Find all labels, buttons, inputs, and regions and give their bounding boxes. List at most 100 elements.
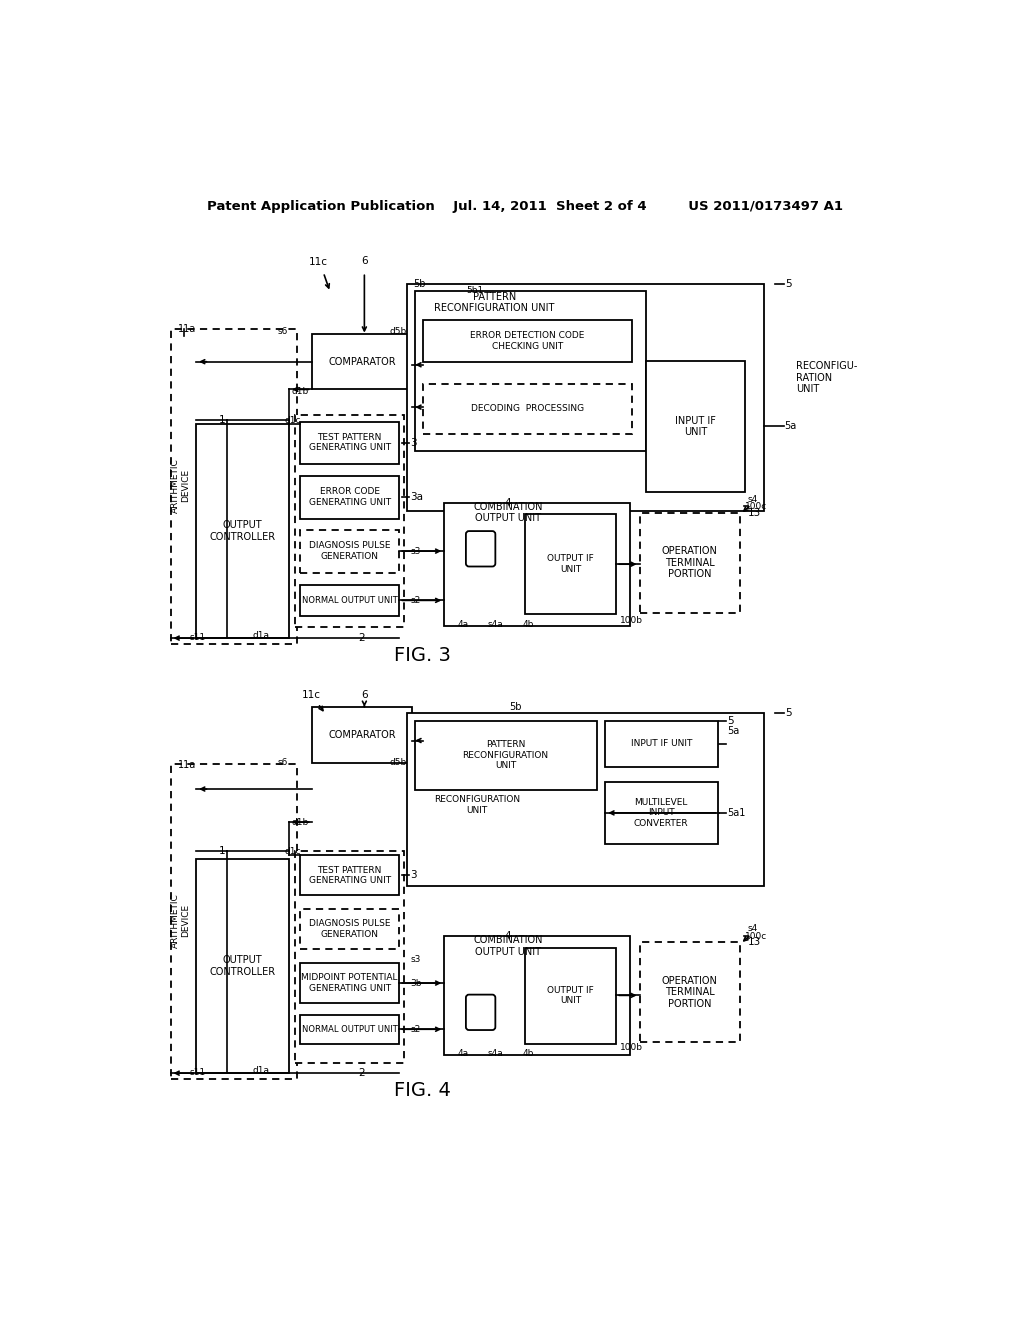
Text: s4a: s4a: [487, 1048, 503, 1057]
Bar: [295, 414, 403, 627]
Text: s11: s11: [189, 632, 206, 642]
Text: 1: 1: [218, 846, 225, 857]
Bar: [300, 477, 399, 519]
Bar: [171, 764, 297, 1078]
Text: FIG. 4: FIG. 4: [394, 1081, 451, 1100]
Text: d1c: d1c: [284, 416, 301, 425]
Text: 6: 6: [361, 690, 368, 700]
Text: COMPARATOR: COMPARATOR: [329, 730, 396, 741]
Text: 3: 3: [410, 870, 417, 880]
Text: COMPARATOR: COMPARATOR: [329, 356, 396, 367]
Text: d1a: d1a: [253, 631, 269, 640]
Text: 11a: 11a: [177, 760, 196, 770]
FancyBboxPatch shape: [466, 995, 496, 1030]
Bar: [605, 781, 718, 843]
Text: ARITHMETIC
DEVICE: ARITHMETIC DEVICE: [171, 894, 190, 948]
Bar: [300, 1015, 399, 1044]
Text: 1: 1: [218, 416, 225, 425]
Text: NORMAL OUTPUT UNIT: NORMAL OUTPUT UNIT: [302, 595, 397, 605]
FancyBboxPatch shape: [466, 531, 496, 566]
Text: 2: 2: [358, 1068, 366, 1078]
Text: 13: 13: [748, 937, 761, 948]
Bar: [311, 708, 413, 763]
Text: 5b: 5b: [414, 279, 426, 289]
Text: TEST PATTERN
GENERATING UNIT: TEST PATTERN GENERATING UNIT: [308, 866, 391, 884]
Text: 5: 5: [727, 715, 734, 726]
Bar: [524, 513, 616, 614]
Text: INPUT IF UNIT: INPUT IF UNIT: [631, 739, 692, 748]
Text: 5a: 5a: [727, 726, 739, 735]
Text: Patent Application Publication    Jul. 14, 2011  Sheet 2 of 4         US 2011/01: Patent Application Publication Jul. 14, …: [207, 199, 843, 213]
Text: 4: 4: [505, 931, 511, 941]
Text: 5: 5: [785, 708, 792, 718]
Text: PATTERN
RECONFIGURATION UNIT: PATTERN RECONFIGURATION UNIT: [434, 292, 555, 313]
Text: DIAGNOSIS PULSE
GENERATION: DIAGNOSIS PULSE GENERATION: [309, 920, 390, 939]
Text: RECONFIGU-
RATION
UNIT: RECONFIGU- RATION UNIT: [796, 362, 857, 395]
Text: PATTERN
RECONFIGURATION
UNIT: PATTERN RECONFIGURATION UNIT: [463, 741, 549, 770]
Text: s3: s3: [410, 954, 421, 964]
Bar: [444, 503, 630, 626]
Bar: [640, 942, 740, 1043]
Text: OUTPUT IF
UNIT: OUTPUT IF UNIT: [547, 554, 594, 574]
Text: 11c: 11c: [309, 257, 328, 268]
Bar: [605, 721, 718, 767]
Bar: [311, 334, 413, 389]
Text: s2: s2: [410, 595, 420, 605]
Bar: [423, 321, 632, 363]
Bar: [415, 721, 597, 789]
Text: d1a: d1a: [253, 1067, 269, 1076]
Text: 4a: 4a: [458, 1048, 468, 1057]
Text: COMBINATION
OUTPUT UNIT: COMBINATION OUTPUT UNIT: [473, 936, 543, 957]
Bar: [407, 713, 764, 886]
Bar: [295, 851, 403, 1063]
Text: OPERATION
TERMINAL
PORTION: OPERATION TERMINAL PORTION: [662, 546, 718, 579]
Text: ARITHMETIC
DEVICE: ARITHMETIC DEVICE: [171, 458, 190, 513]
Text: s3: s3: [410, 546, 421, 556]
Text: 4b: 4b: [522, 1048, 534, 1057]
Text: NORMAL OUTPUT UNIT: NORMAL OUTPUT UNIT: [302, 1024, 397, 1034]
Text: d1b: d1b: [292, 387, 308, 396]
Bar: [423, 384, 632, 434]
Text: s6: s6: [278, 327, 288, 337]
Bar: [300, 855, 399, 895]
Text: 100b: 100b: [621, 1043, 643, 1052]
Text: d1c: d1c: [284, 847, 301, 855]
Text: 100b: 100b: [621, 616, 643, 624]
Text: 5b: 5b: [509, 702, 522, 711]
Text: 11a: 11a: [177, 325, 196, 334]
Text: ERROR CODE
GENERATING UNIT: ERROR CODE GENERATING UNIT: [308, 487, 391, 507]
Text: TEST PATTERN
GENERATING UNIT: TEST PATTERN GENERATING UNIT: [308, 433, 391, 453]
Bar: [640, 512, 740, 612]
Text: DECODING  PROCESSING: DECODING PROCESSING: [471, 404, 584, 413]
Bar: [300, 909, 399, 949]
Text: MIDPOINT POTENTIAL
GENERATING UNIT: MIDPOINT POTENTIAL GENERATING UNIT: [301, 973, 398, 993]
Text: INPUT IF
UNIT: INPUT IF UNIT: [675, 416, 716, 437]
Bar: [300, 964, 399, 1003]
Text: MULTILEVEL
INPUT
CONVERTER: MULTILEVEL INPUT CONVERTER: [634, 799, 688, 828]
Text: FIG. 3: FIG. 3: [394, 645, 451, 664]
Text: 100c: 100c: [744, 932, 767, 941]
Text: 6: 6: [361, 256, 368, 265]
Bar: [415, 290, 646, 451]
Text: 4a: 4a: [458, 620, 468, 628]
Bar: [444, 936, 630, 1056]
Text: 4b: 4b: [522, 620, 534, 628]
Text: OUTPUT IF
UNIT: OUTPUT IF UNIT: [547, 986, 594, 1005]
Text: 5b1: 5b1: [467, 286, 484, 296]
Bar: [197, 424, 289, 638]
Text: 5: 5: [785, 279, 792, 289]
Bar: [407, 284, 764, 511]
Text: ERROR DETECTION CODE
CHECKING UNIT: ERROR DETECTION CODE CHECKING UNIT: [470, 331, 585, 351]
Text: d1b: d1b: [292, 817, 308, 826]
Bar: [300, 422, 399, 465]
Text: 5a: 5a: [784, 421, 797, 432]
Text: 5a1: 5a1: [727, 808, 745, 818]
Text: d5b: d5b: [390, 327, 408, 337]
Text: s2: s2: [410, 1024, 420, 1034]
Bar: [300, 585, 399, 615]
Text: 3b: 3b: [410, 978, 422, 987]
Text: s4: s4: [748, 495, 758, 504]
Bar: [171, 330, 297, 644]
Text: RECONFIGURATION
UNIT: RECONFIGURATION UNIT: [434, 796, 520, 814]
Text: OPERATION
TERMINAL
PORTION: OPERATION TERMINAL PORTION: [662, 975, 718, 1008]
